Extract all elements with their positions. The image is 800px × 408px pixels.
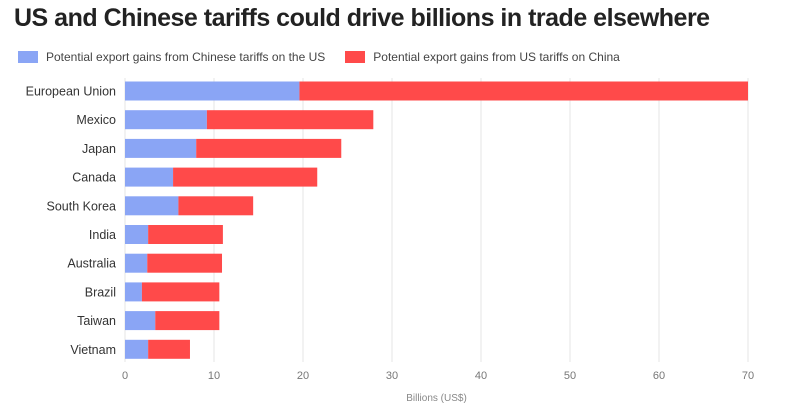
bar-segment-us-tariffs <box>178 196 254 216</box>
chart-title: US and Chinese tariffs could drive billi… <box>14 4 710 32</box>
bar-segment-us-tariffs <box>141 282 220 302</box>
bar-segment-us-tariffs <box>148 225 223 244</box>
bar-segment-us-tariffs <box>147 253 223 273</box>
bar-segment-china-tariffs <box>125 225 149 244</box>
x-tick-label: 0 <box>122 370 128 382</box>
bar-segment-china-tariffs <box>125 311 156 331</box>
bar-segment-us-tariffs <box>148 339 190 359</box>
x-tick-label: 70 <box>742 370 754 382</box>
x-axis-label: Billions (US$) <box>406 393 467 404</box>
bar-segment-us-tariffs <box>206 110 374 130</box>
category-label: Brazil <box>85 285 116 299</box>
bar-segment-china-tariffs <box>125 167 174 187</box>
bar-segment-us-tariffs <box>155 311 220 331</box>
bar-segment-china-tariffs <box>125 81 300 101</box>
x-tick-label: 20 <box>297 370 309 382</box>
x-tick-label: 10 <box>208 370 220 382</box>
bar-segment-us-tariffs <box>196 138 342 158</box>
legend-label: Potential export gains from Chinese tari… <box>46 50 326 64</box>
category-label: Vietnam <box>70 343 116 357</box>
x-tick-label: 50 <box>564 370 576 382</box>
bar-segment-us-tariffs <box>299 81 748 101</box>
bar-segment-china-tariffs <box>125 138 197 158</box>
bar-segment-china-tariffs <box>125 339 149 359</box>
category-label: Canada <box>72 171 116 185</box>
bar-segment-china-tariffs <box>125 196 179 216</box>
category-label: Taiwan <box>77 314 116 328</box>
legend-label: Potential export gains from US tariffs o… <box>373 50 620 64</box>
x-tick-label: 40 <box>475 370 487 382</box>
bar-segment-china-tariffs <box>125 253 148 273</box>
bar-segment-china-tariffs <box>125 110 207 130</box>
x-tick-label: 60 <box>653 370 665 382</box>
legend: Potential export gains from Chinese tari… <box>18 50 620 64</box>
category-label: South Korea <box>47 199 117 213</box>
category-label: Mexico <box>76 113 116 127</box>
bar-segment-us-tariffs <box>173 167 318 187</box>
x-tick-label: 30 <box>386 370 398 382</box>
legend-swatch-blue <box>18 51 38 63</box>
category-label: India <box>89 228 116 242</box>
legend-item-us-tariffs: Potential export gains from US tariffs o… <box>345 50 620 64</box>
category-label: Australia <box>67 257 116 271</box>
bar-segment-china-tariffs <box>125 282 142 302</box>
legend-swatch-red <box>345 51 366 63</box>
category-label: Japan <box>82 142 116 156</box>
legend-item-china-tariffs: Potential export gains from Chinese tari… <box>18 50 325 64</box>
category-label: European Union <box>26 85 116 99</box>
